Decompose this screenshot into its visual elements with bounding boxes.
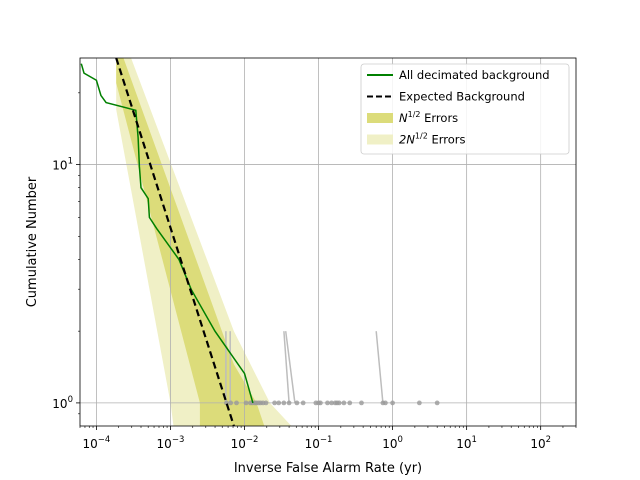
y-tick-label: 101 xyxy=(52,157,73,173)
legend-box xyxy=(360,63,570,155)
gray-injection-point xyxy=(359,400,364,406)
gray-injection-point xyxy=(341,400,347,406)
gray-injection-point xyxy=(325,400,330,406)
gray-injection-point xyxy=(286,400,292,406)
axis-ticks: 10−4 10−3 10−2 10−1 100 101 102 100 101 xyxy=(52,92,577,451)
gray-injection-segment xyxy=(375,331,384,403)
x-axis-label: Inverse False Alarm Rate (yr) xyxy=(234,461,422,476)
error-band-n xyxy=(116,58,265,426)
gray-injection-point xyxy=(329,400,334,406)
x-tick-label: 102 xyxy=(530,435,551,451)
gray-injection-point xyxy=(272,400,278,406)
legend-label: Expected Background xyxy=(399,90,525,104)
decimated-background-line xyxy=(80,63,254,404)
legend: All decimated background Expected Backgro… xyxy=(360,63,570,155)
x-tick-label: 10−1 xyxy=(305,435,333,451)
gray-injection-point xyxy=(294,400,300,406)
gray-injection-point xyxy=(383,400,388,406)
x-tick-label: 101 xyxy=(456,435,477,451)
series-lines xyxy=(80,58,254,426)
gray-injection-point xyxy=(416,400,422,406)
legend-swatch xyxy=(367,113,393,123)
gray-injection-segment xyxy=(284,331,296,403)
expected-background-line xyxy=(115,58,235,426)
gray-injection-segment xyxy=(283,331,290,403)
y-tick-label: 100 xyxy=(52,395,73,411)
gray-injection-point xyxy=(318,400,323,406)
x-tick-label: 10−3 xyxy=(157,435,185,451)
gray-injection-point xyxy=(243,400,249,406)
gray-injection-point xyxy=(276,400,282,406)
gray-injection-point xyxy=(336,400,342,406)
legend-label: 2N1/2 Errors xyxy=(399,132,465,147)
gray-injection-point xyxy=(347,400,353,406)
gray-injection-point xyxy=(228,400,234,406)
gray-injections xyxy=(224,331,440,406)
y-axis-label: Cumulative Number xyxy=(25,176,40,307)
legend-label: All decimated background xyxy=(399,68,550,82)
x-tick-label: 10−4 xyxy=(83,435,111,451)
gray-injection-point xyxy=(281,400,287,406)
plot-frame xyxy=(79,57,577,427)
legend-label: N1/2 Errors xyxy=(399,110,458,125)
error-bands xyxy=(116,58,292,426)
gray-injection-point xyxy=(234,400,239,406)
gray-injection-point xyxy=(300,400,306,406)
error-band-2n xyxy=(116,58,292,426)
gray-injection-point xyxy=(263,400,269,406)
legend-swatch xyxy=(367,134,393,145)
x-tick-label: 10−2 xyxy=(231,435,259,451)
gray-injection-point xyxy=(434,400,440,406)
x-tick-label: 100 xyxy=(382,435,403,451)
gray-injection-point xyxy=(390,400,395,406)
